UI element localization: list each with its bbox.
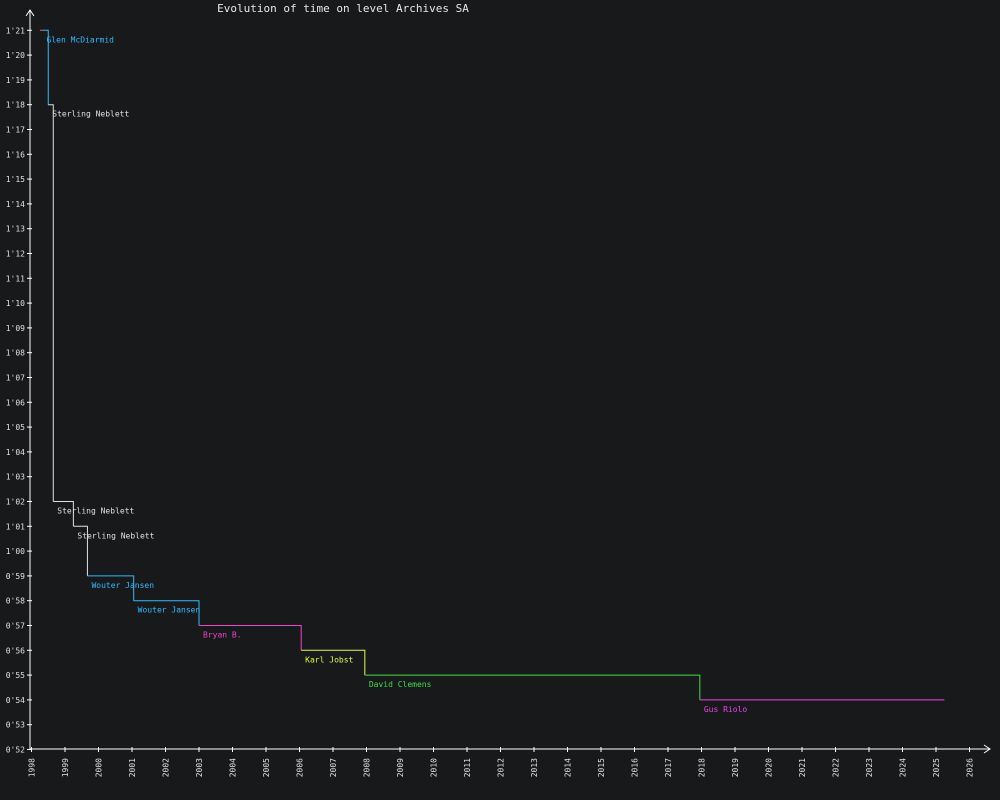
x-tick-label: 2021 — [798, 758, 807, 777]
x-tick-label: 2008 — [363, 758, 372, 777]
x-axis-ticks: 1998 1999 2000 2001 2002 2003 2004 2005 2006 2007… — [28, 747, 975, 777]
x-tick-label: 2004 — [229, 758, 238, 777]
x-tick-label: 2007 — [329, 758, 338, 777]
y-tick-label: 1'08 — [6, 349, 25, 358]
x-tick-label: 2017 — [664, 758, 673, 777]
y-tick-label: 1'06 — [6, 398, 25, 407]
record-step-line — [133, 600, 200, 626]
y-tick-label: 1'12 — [6, 250, 25, 259]
x-tick-label: 2012 — [497, 758, 506, 777]
x-tick-label: 2005 — [262, 758, 271, 777]
x-tick-label: 2019 — [731, 758, 740, 777]
x-tick-label: 2006 — [296, 758, 305, 777]
x-tick-label: 2015 — [597, 758, 606, 777]
y-tick-label: 1'02 — [6, 498, 25, 507]
record-holder-label: Bryan B. — [203, 631, 242, 640]
y-tick-label: 1'09 — [6, 324, 25, 333]
y-tick-label: 0'56 — [6, 646, 25, 655]
axes — [25, 9, 991, 754]
x-tick-label: 2016 — [631, 758, 640, 777]
y-tick-label: 1'07 — [6, 374, 25, 383]
x-tick-label: 2022 — [832, 758, 841, 777]
record-step-line — [199, 625, 302, 651]
x-tick-label: 2023 — [865, 758, 874, 777]
x-tick-label: 2020 — [765, 758, 774, 777]
record-holder-label: Wouter Jansen — [138, 606, 201, 615]
x-tick-label: 1999 — [61, 758, 70, 777]
record-holder-label: Sterling Neblett — [57, 507, 134, 516]
y-tick-label: 1'04 — [6, 448, 25, 457]
x-tick-label: 2026 — [966, 758, 975, 777]
x-tick-label: 1998 — [28, 758, 37, 777]
record-step-line — [364, 674, 701, 700]
y-tick-label: 0'53 — [6, 721, 25, 730]
y-tick-label: 0'52 — [6, 746, 25, 755]
x-tick-label: 2001 — [128, 758, 137, 777]
record-step-line — [53, 501, 74, 527]
record-step-line — [42, 29, 49, 105]
y-tick-label: 1'21 — [6, 26, 25, 35]
y-tick-label: 1'15 — [6, 175, 25, 184]
record-holder-label: Gus Riolo — [704, 705, 748, 714]
y-tick-label: 1'00 — [6, 547, 25, 556]
y-tick-label: 1'17 — [6, 126, 25, 135]
y-tick-label: 1'20 — [6, 51, 25, 60]
y-tick-label: 1'16 — [6, 150, 25, 159]
record-step-line — [48, 104, 54, 502]
y-axis-arrow — [25, 9, 35, 17]
record-step-line — [73, 525, 88, 576]
y-tick-label: 1'10 — [6, 299, 25, 308]
y-tick-label: 1'03 — [6, 473, 25, 482]
y-tick-label: 0'58 — [6, 597, 25, 606]
x-tick-label: 2018 — [698, 758, 707, 777]
record-holder-label: David Clemens — [369, 680, 432, 689]
y-tick-label: 0'55 — [6, 671, 25, 680]
x-tick-label: 2009 — [396, 758, 405, 777]
x-tick-label: 2024 — [899, 758, 908, 777]
record-step-line — [301, 649, 366, 676]
y-tick-label: 0'57 — [6, 622, 25, 631]
x-tick-label: 2000 — [95, 758, 104, 777]
y-tick-label: 1'05 — [6, 423, 25, 432]
y-tick-label: 0'54 — [6, 696, 25, 705]
y-tick-label: 1'01 — [6, 522, 25, 531]
record-holder-label: Glen McDiarmid — [47, 35, 115, 44]
y-tick-label: 1'11 — [6, 274, 25, 283]
x-tick-label: 2002 — [162, 758, 171, 777]
record-step-line — [87, 575, 135, 601]
x-tick-label: 2013 — [530, 758, 539, 777]
record-holder-label: Karl Jobst — [305, 655, 353, 664]
x-tick-label: 2011 — [463, 758, 472, 777]
x-tick-label: 2010 — [430, 758, 439, 777]
record-holder-labels: Glen McDiarmid Sterling Neblett Sterling N… — [47, 35, 748, 714]
x-tick-label: 2014 — [564, 758, 573, 777]
y-tick-label: 1'19 — [6, 76, 25, 85]
y-tick-label: 0'59 — [6, 572, 25, 581]
y-axis-ticks: 0'52 0'53 0'54 0'55 0'56 0'57 0'58 0'59 1'00 1'01… — [6, 26, 32, 755]
record-holder-label: Sterling Neblett — [77, 531, 154, 540]
chart-title: Evolution of time on level Archives SA — [217, 2, 469, 15]
y-tick-label: 1'13 — [6, 225, 25, 234]
record-holder-label: Wouter Jansen — [91, 581, 154, 590]
y-tick-label: 1'14 — [6, 200, 25, 209]
record-steps — [39, 29, 945, 701]
x-tick-label: 2003 — [195, 758, 204, 777]
x-axis-arrow — [983, 744, 991, 754]
record-holder-label: Sterling Neblett — [52, 110, 129, 119]
y-tick-label: 1'18 — [6, 101, 25, 110]
x-tick-label: 2025 — [932, 758, 941, 777]
